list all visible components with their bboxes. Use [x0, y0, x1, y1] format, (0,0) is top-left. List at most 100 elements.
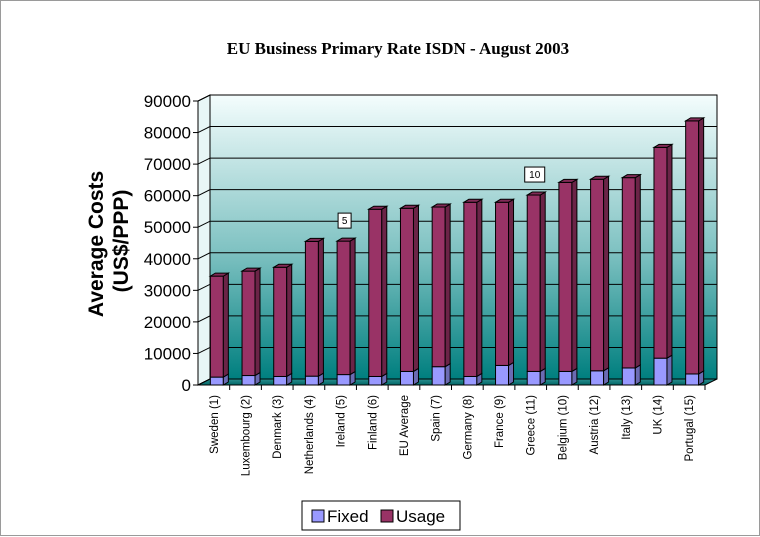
bar-top [620, 174, 643, 179]
bar-front [526, 194, 541, 372]
x-tick-label: Germany (8) [462, 395, 474, 460]
bar-top [493, 198, 516, 203]
bar-top [398, 204, 421, 209]
bar-side [698, 116, 705, 375]
bar-top [652, 143, 674, 148]
bar-usage-segment [525, 191, 548, 373]
y-axis-label-line-1: Average Costs [85, 171, 108, 317]
bar-usage-segment [303, 237, 326, 378]
bar-fixed-segment [653, 354, 673, 386]
y-tick-label: 80000 [144, 124, 191, 143]
bar-usage-segment [335, 237, 357, 376]
bar-side [444, 362, 451, 386]
bar-side [222, 272, 229, 378]
bar-front [590, 178, 605, 372]
bar-top [208, 272, 231, 277]
x-tick-label: UK (14) [652, 395, 664, 435]
bar-side [666, 354, 673, 386]
bar-front [336, 240, 351, 376]
y-tick-label: 0 [182, 376, 191, 395]
bar-front [463, 375, 478, 386]
x-tick-label: Finland (6) [367, 395, 379, 450]
bar-usage-segment [557, 178, 579, 373]
bar-side [444, 203, 451, 368]
bar-usage-segment [430, 203, 452, 368]
bar-side [603, 175, 610, 372]
bar-front [558, 181, 573, 372]
bar-front [621, 367, 636, 386]
annotation-text: 10 [529, 170, 541, 181]
bar-front [558, 370, 573, 386]
bar-front [653, 146, 668, 359]
bar-front [463, 201, 478, 377]
y-axis-label: Average Costs (US$/PPP) [85, 165, 133, 317]
bar-front [495, 364, 510, 386]
bar-top [366, 205, 389, 210]
legend-swatch-usage [380, 509, 394, 523]
bar-side [666, 143, 673, 360]
bar-usage-segment [620, 173, 643, 369]
bar-front [399, 370, 414, 386]
bar-front [273, 375, 288, 386]
gridline [197, 252, 717, 260]
bar-front [273, 266, 288, 377]
bar-side [349, 237, 356, 376]
y-tick-labels: 0 10000 20000 30000 40000 50000 60000 70000 8000… [144, 92, 191, 395]
bar-front [368, 375, 383, 386]
annotation-box [524, 166, 546, 183]
y-tick-label: 40000 [144, 250, 191, 269]
annotation-box [337, 212, 352, 229]
bar-top [683, 117, 706, 122]
x-tick-label: Ireland (5) [336, 395, 348, 448]
bar-top [271, 263, 294, 268]
x-tick-label: Sweden (1) [209, 395, 221, 454]
legend: Fixed Usage [301, 500, 461, 531]
x-tick-label: Luxembourg (2) [241, 395, 253, 476]
bar-usage-segment [652, 143, 674, 360]
bar-side [254, 267, 261, 377]
bar-top [525, 191, 548, 196]
chart-title: EU Business Primary Rate ISDN - August 2… [227, 39, 569, 58]
gridline [197, 94, 717, 102]
bar-top [303, 237, 326, 242]
x-tick-label: Spain (7) [431, 395, 443, 442]
bar-front [304, 375, 319, 386]
annotation-label: 5 [337, 212, 352, 229]
bar-front [209, 275, 224, 378]
bar-front [590, 370, 605, 386]
bar-side [381, 205, 388, 378]
x-tick-label: Greece (11) [526, 395, 538, 456]
bar-side [634, 173, 641, 369]
bar-front [685, 120, 700, 375]
bar-front [526, 370, 541, 386]
x-tick-labels: Sweden (1) Luxembourg (2) Denmark (3) Nethe… [209, 395, 696, 476]
legend-label-usage: Usage [396, 507, 445, 526]
bar-usage-segment [398, 204, 421, 373]
bar-side [476, 198, 483, 378]
bar-usage-segment [271, 263, 294, 378]
side-wall [197, 94, 211, 386]
bar-top [240, 267, 262, 272]
x-tick-label: France (9) [494, 395, 506, 448]
x-tick-label: Austria (12) [589, 395, 601, 455]
bar-front [495, 201, 510, 366]
bar-usage-segment [240, 267, 262, 377]
bar-side [317, 237, 324, 378]
y-tick-label: 70000 [144, 155, 191, 174]
bar-top [557, 178, 579, 183]
y-tick-label: 20000 [144, 313, 191, 332]
bar-side [286, 263, 293, 378]
y-axis-label-line-2: (US$/PPP) [110, 190, 133, 293]
bar-top [430, 203, 452, 208]
bar-side [539, 191, 546, 373]
bar-front [241, 375, 256, 386]
x-tick-label: EU Average [399, 395, 411, 456]
bar-front [304, 240, 319, 377]
bar-front [368, 208, 383, 377]
bar-top [462, 198, 484, 203]
bar-front [621, 177, 636, 369]
bar-usage-segment [366, 205, 389, 378]
x-tick-label: Portugal (15) [684, 395, 696, 462]
y-tick-label: 30000 [144, 281, 191, 300]
